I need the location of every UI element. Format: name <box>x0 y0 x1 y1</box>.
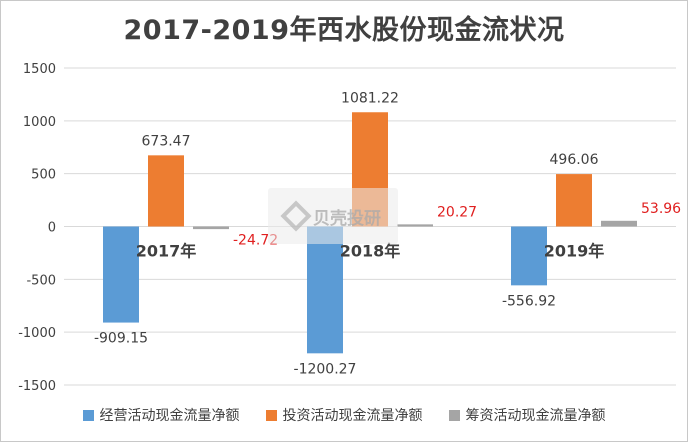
category-label: 2017年 <box>136 242 197 261</box>
y-tick-label: 500 <box>31 168 56 183</box>
watermark-logo-icon <box>280 200 312 232</box>
chart-legend: 经营活动现金流量净额 投资活动现金流量净额 筹资活动现金流量净额 <box>0 405 688 425</box>
data-label: -1200.27 <box>294 361 357 377</box>
bar-2 <box>148 155 184 227</box>
bar-3 <box>193 226 229 230</box>
bar-3 <box>397 224 433 227</box>
y-tick-label: 0 <box>48 221 56 236</box>
bar-1 <box>511 226 547 286</box>
y-tick-label: -500 <box>26 273 56 288</box>
bar-3 <box>601 220 637 227</box>
data-label: 53.96 <box>641 201 681 217</box>
y-tick-label: 1000 <box>23 115 56 130</box>
data-label: -909.15 <box>94 331 148 347</box>
legend-swatch-operating <box>82 409 94 421</box>
legend-item-operating: 经营活动现金流量净额 <box>82 405 240 425</box>
legend-swatch-financing <box>448 409 460 421</box>
data-label: 673.47 <box>142 133 191 149</box>
bar-1 <box>103 226 139 323</box>
data-label: 20.27 <box>437 204 477 220</box>
legend-item-financing: 筹资活动现金流量净额 <box>448 405 606 425</box>
data-label: -24.72 <box>233 233 278 249</box>
legend-swatch-investing <box>265 409 277 421</box>
watermark: 贝壳投研 <box>268 188 398 244</box>
data-label: -556.92 <box>502 293 556 309</box>
bar-2 <box>556 174 592 227</box>
data-label: 496.06 <box>550 152 599 168</box>
legend-label-investing: 投资活动现金流量净额 <box>282 408 423 424</box>
legend-label-operating: 经营活动现金流量净额 <box>99 408 240 424</box>
legend-item-investing: 投资活动现金流量净额 <box>265 405 423 425</box>
data-label: 1081.22 <box>341 90 399 106</box>
watermark-text: 贝壳投研 <box>313 208 381 229</box>
legend-label-financing: 筹资活动现金流量净额 <box>465 408 606 424</box>
y-tick-label: -1500 <box>18 379 56 394</box>
y-tick-label: 1500 <box>23 62 56 77</box>
chart-title: 2017-2019年西水股份现金流状况 <box>123 15 565 46</box>
category-label: 2019年 <box>544 242 605 261</box>
bar-1 <box>307 226 343 354</box>
y-tick-label: -1000 <box>18 326 56 341</box>
category-label: 2018年 <box>340 242 401 261</box>
